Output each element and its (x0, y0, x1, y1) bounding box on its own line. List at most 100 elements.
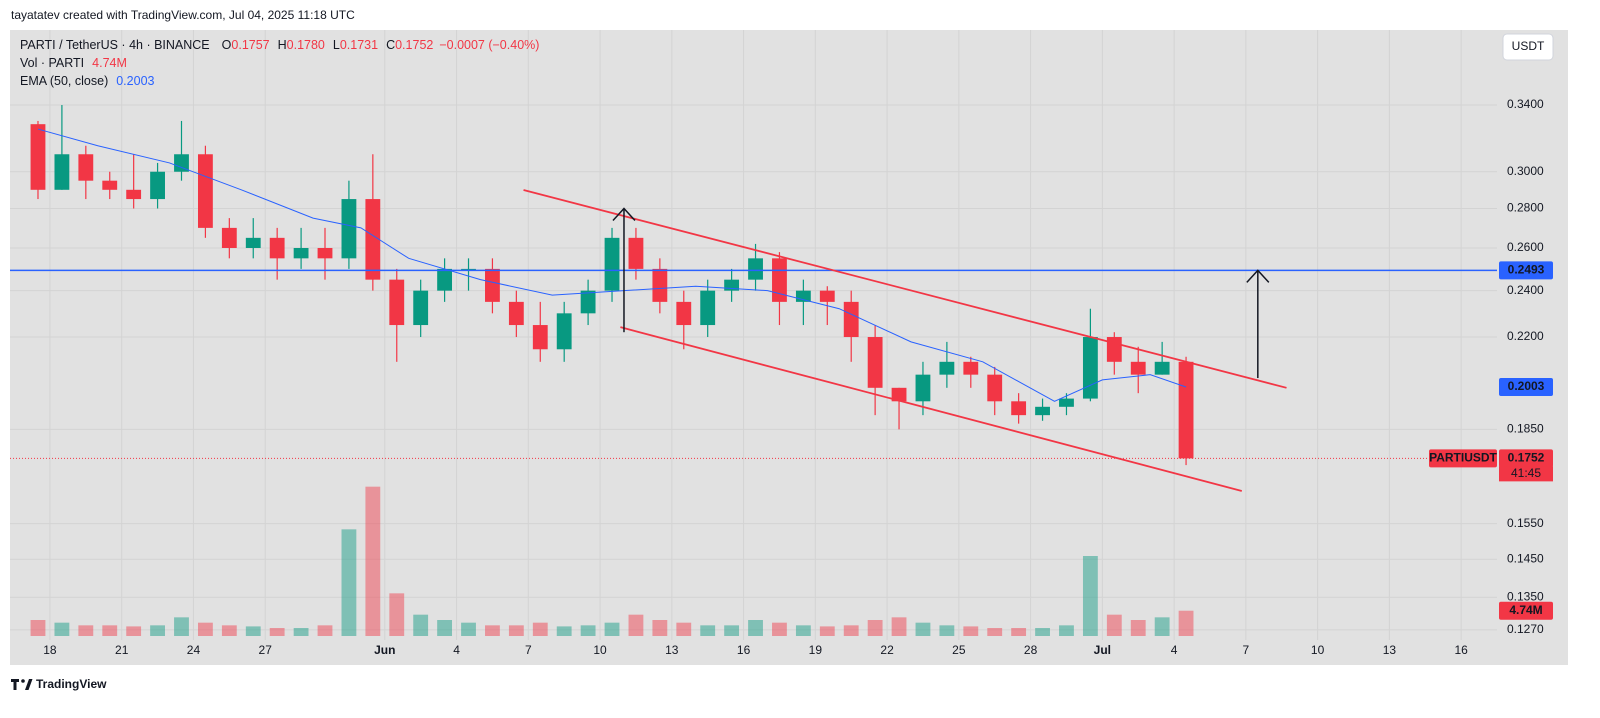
volume-bar (78, 625, 94, 636)
volume-bar (532, 622, 548, 636)
countdown: 41:45 (1511, 466, 1541, 480)
volume-bar (485, 625, 500, 636)
logo-mark (11, 679, 19, 690)
x-tick-label: 18 (43, 643, 57, 657)
candle-body (652, 268, 668, 302)
last-price-label: 0.1752 (1508, 451, 1545, 465)
volume-bar (413, 614, 429, 636)
candle-body (54, 154, 70, 190)
ohlc-key: C (386, 38, 395, 52)
y-tick-label: 0.2200 (1507, 329, 1544, 343)
candle-body (843, 301, 859, 338)
volume-bar (700, 625, 716, 636)
volume-bar (867, 620, 883, 636)
candle-body (867, 337, 883, 388)
volume-bar (580, 625, 596, 636)
volume-bar (508, 625, 524, 636)
currency-label: USDT (1512, 39, 1545, 53)
y-tick-label: 0.2600 (1507, 240, 1544, 254)
volume-bar (174, 617, 189, 636)
candle-body (819, 290, 835, 302)
x-tick-label: Jun (374, 643, 395, 657)
ohlc-legend: PARTI / TetherUS · 4h · BINANCE O0.1757 H0… (20, 38, 539, 52)
ohlc-key: L (333, 38, 340, 52)
volume-layer (30, 486, 1194, 636)
candle-body (413, 290, 429, 326)
x-tick-label: 25 (952, 643, 966, 657)
ema-legend-value: 0.2003 (116, 74, 154, 88)
candle-body (102, 180, 118, 190)
volume-legend-title: Vol · PARTI (20, 56, 84, 70)
ema-price-label: 0.2003 (1508, 379, 1545, 393)
volume-bar (604, 622, 620, 636)
x-tick-label: 28 (1024, 643, 1038, 657)
candle-body (1035, 406, 1050, 416)
symbol: PARTI / TetherUS · 4h · BINANCE (20, 38, 210, 52)
volume-bar (819, 626, 835, 636)
candle-body (341, 199, 357, 259)
volume-legend: Vol · PARTI 4.74M (20, 56, 127, 70)
ema-legend-title: EMA (50, close) (20, 74, 108, 88)
volume-bar (1082, 556, 1098, 636)
candle-body (197, 154, 213, 228)
symbol-tag: PARTIUSDT (1429, 451, 1497, 465)
volume-price-label: 4.74M (1509, 603, 1542, 617)
y-tick-label: 0.1450 (1507, 551, 1544, 565)
candle-body (485, 268, 500, 302)
candle-body (556, 313, 572, 350)
volume-bar (317, 625, 333, 636)
candle-body (269, 237, 285, 259)
credit: tayatatev created with TradingView.com, … (11, 8, 355, 22)
y-tick-label: 0.1850 (1507, 422, 1544, 436)
ema-legend: EMA (50, close) 0.2003 (20, 74, 155, 88)
volume-bar (293, 628, 309, 636)
x-tick-label: 4 (453, 643, 460, 657)
x-tick-label: 13 (665, 643, 679, 657)
candle-body (963, 361, 979, 375)
currency-button[interactable] (1502, 33, 1554, 61)
ema-price-label-box (1499, 378, 1553, 397)
candle-body (293, 247, 309, 259)
candle-body (1130, 361, 1146, 375)
volume-bar (1011, 628, 1027, 636)
candle-body (126, 189, 142, 200)
candle-body (987, 374, 1003, 402)
arrow-head (1246, 269, 1270, 283)
candle-body (772, 258, 787, 302)
volume-bar (652, 620, 668, 636)
logo-slash (25, 679, 33, 690)
candle-body (508, 301, 524, 326)
change: −0.0007 (−0.40%) (439, 38, 539, 52)
volume-bar (461, 622, 476, 636)
ohlc-key: O (222, 38, 232, 52)
logo-dot (21, 679, 25, 683)
candle-body (628, 237, 644, 269)
candle-body (748, 258, 763, 280)
volume-legend-value: 4.74M (92, 56, 127, 70)
x-tick-label: 22 (880, 643, 894, 657)
volume-bar (843, 625, 859, 636)
candle-body (461, 268, 476, 270)
volume-bar (269, 628, 285, 636)
candle-body (700, 290, 716, 326)
chart-background (10, 30, 1568, 665)
candle-body (1082, 337, 1098, 399)
volume-bar (795, 625, 811, 636)
x-tick-label: 19 (809, 643, 823, 657)
candle-body (724, 279, 740, 291)
x-tick-label: 7 (1243, 643, 1250, 657)
volume-bar (1035, 628, 1050, 636)
overlay-layer (10, 128, 1497, 492)
candle-body (317, 247, 333, 259)
hline-price-label: 0.2493 (1508, 263, 1545, 277)
x-tick-label: 16 (737, 643, 751, 657)
x-tick-label: 27 (259, 643, 273, 657)
volume-price-label-box (1499, 601, 1553, 620)
candle-body (78, 154, 94, 181)
candle-body (389, 279, 405, 326)
volume-bar (341, 529, 357, 636)
x-tick-label: 7 (525, 643, 532, 657)
volume-bar (365, 486, 381, 636)
